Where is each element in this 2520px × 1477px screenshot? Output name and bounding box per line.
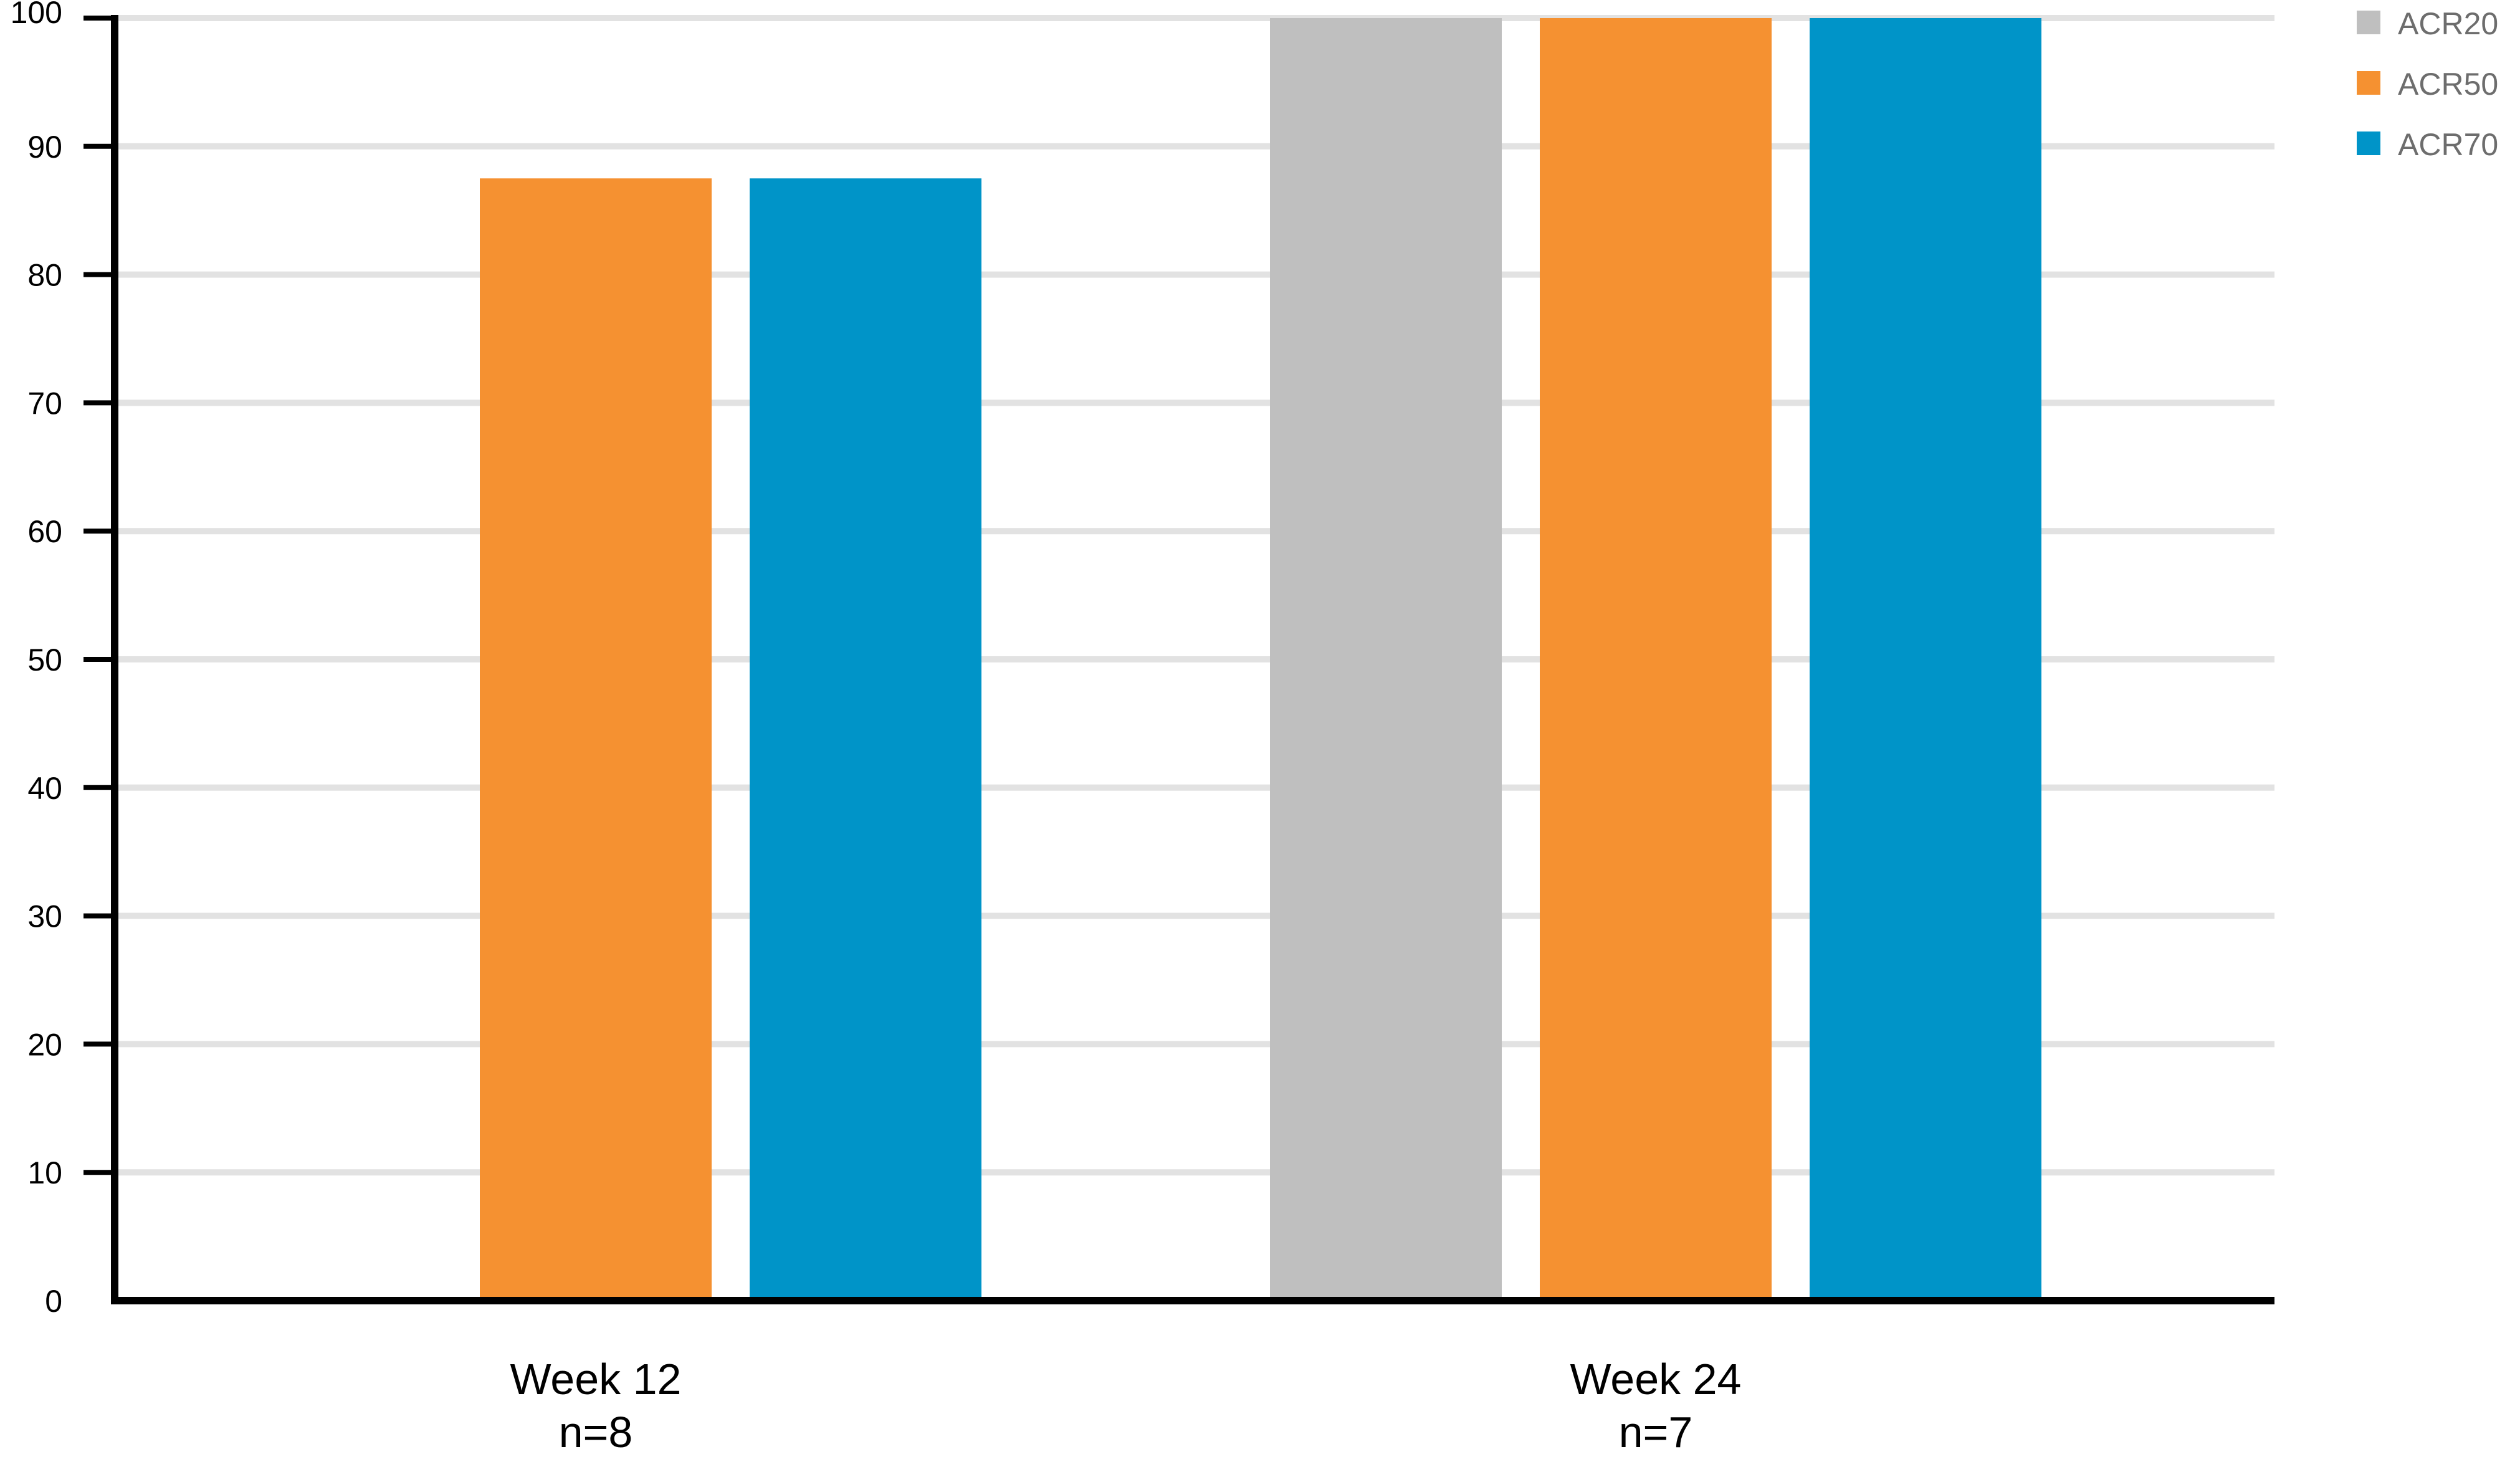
y-tick-label: 30: [27, 899, 62, 934]
legend: ACR20 ACR50 ACR70: [2357, 6, 2498, 162]
legend-swatch-acr20: [2357, 11, 2380, 34]
legend-swatch-acr70: [2357, 131, 2380, 155]
y-tick-label: 90: [27, 130, 62, 165]
y-tick-label: 100: [11, 0, 62, 30]
x-category-sublabel: n=8: [559, 1408, 633, 1456]
bar-acr50-0: [480, 178, 712, 1301]
x-category-sublabel: n=7: [1619, 1408, 1693, 1456]
legend-label-acr50: ACR50: [2398, 67, 2498, 102]
x-category-label: Week 24: [1570, 1355, 1742, 1403]
bar-acr70-1: [1810, 18, 2041, 1301]
bars: [480, 18, 2041, 1301]
bar-acr20-1: [1270, 18, 1502, 1301]
legend-label-acr20: ACR20: [2398, 6, 2498, 41]
bar-acr50-1: [1540, 18, 1772, 1301]
y-tick-label: 50: [27, 643, 62, 677]
y-tick-label: 0: [45, 1284, 62, 1319]
bar-acr70-0: [750, 178, 981, 1301]
x-category-label: Week 12: [510, 1355, 682, 1403]
y-tick-label: 20: [27, 1027, 62, 1062]
y-tick-label: 60: [27, 514, 62, 549]
y-tick-label: 40: [27, 771, 62, 806]
legend-swatch-acr50: [2357, 71, 2380, 95]
y-axis-ticks: 0 10 20 30 40 50 60 70 80 90 100: [11, 0, 115, 1319]
y-tick-label: 10: [27, 1155, 62, 1190]
x-axis-labels: Week 12 n=8 Week 24 n=7: [510, 1355, 1742, 1456]
y-tick-label: 80: [27, 258, 62, 293]
legend-label-acr70: ACR70: [2398, 127, 2498, 162]
y-tick-label: 70: [27, 386, 62, 421]
